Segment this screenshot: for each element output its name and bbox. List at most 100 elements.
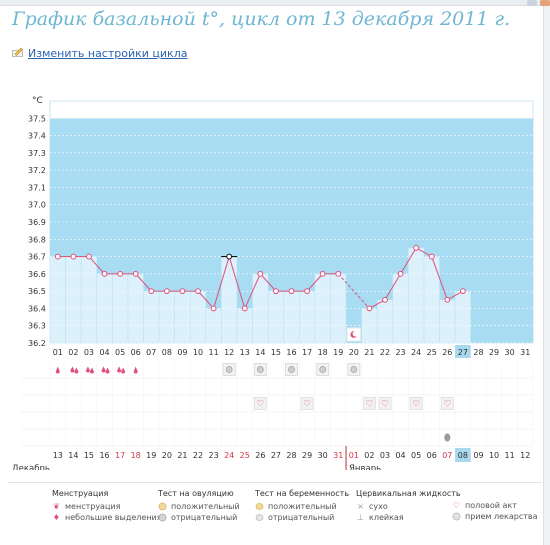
cycle-day-label: 17 bbox=[302, 348, 312, 357]
ovulation-negative-icon bbox=[350, 366, 358, 373]
y-tick-label: 37.0 bbox=[28, 201, 46, 210]
calendar-date-label: 10 bbox=[489, 451, 499, 460]
y-tick-label: 37.2 bbox=[28, 166, 46, 175]
cycle-day-label: 06 bbox=[131, 348, 141, 357]
heart-icon: ♡ bbox=[365, 400, 373, 410]
temperature-point bbox=[413, 245, 420, 251]
temperature-bar bbox=[189, 290, 207, 344]
temperature-bar bbox=[221, 256, 238, 344]
legend-row: положительный bbox=[255, 501, 349, 512]
calendar-date-label: 07 bbox=[442, 451, 452, 460]
temperature-line-segment bbox=[228, 256, 246, 309]
calendar-date-label: 31 bbox=[333, 451, 343, 460]
legend-row: ⊥ клейкая bbox=[356, 512, 461, 523]
legend-label: небольшие выделения bbox=[65, 513, 162, 522]
legend-pregnancy-test: Тест на беременность положительный отриц… bbox=[255, 489, 349, 523]
heart-icon: ♡ bbox=[381, 400, 389, 410]
cycle-day-label: 22 bbox=[380, 348, 390, 357]
temperature-point bbox=[54, 253, 61, 260]
intercourse-cell bbox=[409, 397, 423, 410]
temperature-point bbox=[241, 305, 248, 312]
temperature-point bbox=[459, 288, 466, 295]
y-tick-label: 37.5 bbox=[28, 114, 46, 123]
intercourse-cell bbox=[300, 397, 314, 410]
basal-temperature-chart: 37.5 37.4 37.3 37.2 37.1 37.0 36.9 36.8 36.7 36.6… bbox=[12, 96, 534, 470]
calendar-date-label: 11 bbox=[505, 451, 515, 460]
calendar-date-label: 29 bbox=[302, 451, 312, 460]
y-tick-label: 36.2 bbox=[28, 339, 46, 348]
temperature-bar bbox=[65, 256, 82, 344]
cycle-day-label: 23 bbox=[395, 348, 405, 357]
temperature-line-segment bbox=[400, 247, 417, 275]
legend-row: × сухо bbox=[356, 501, 461, 512]
cycle-day-label: 12 bbox=[224, 348, 234, 357]
legend-menstruation: Менструация ❦ менструация ♦ небольшие вы… bbox=[52, 489, 162, 523]
temperature-bar bbox=[80, 256, 97, 344]
calendar-date-label: 22 bbox=[193, 451, 203, 460]
legend-row: отрицательный bbox=[255, 512, 349, 523]
cycle-day-label: 01 bbox=[53, 348, 63, 357]
temperature-point bbox=[319, 270, 326, 277]
cycle-day-label: 07 bbox=[146, 348, 156, 357]
page-scrollbar[interactable] bbox=[543, 6, 550, 545]
calendar-date-label: 01 bbox=[349, 451, 359, 460]
cycle-day-label: 27 bbox=[458, 348, 468, 357]
heart-icon: ♡ bbox=[452, 501, 461, 510]
ovulation-negative-icon bbox=[319, 366, 327, 373]
calendar-date-label: 14 bbox=[68, 451, 78, 460]
cycle-day-label: 10 bbox=[193, 348, 203, 357]
cycle-day-label: 26 bbox=[442, 348, 452, 357]
y-tick-label: 36.9 bbox=[28, 218, 46, 227]
edit-cycle-settings-link[interactable]: Изменить настройки цикла bbox=[28, 47, 188, 60]
calendar-date-label: 15 bbox=[84, 451, 94, 460]
heart-icon: ♡ bbox=[443, 400, 451, 410]
calendar-date-highlight bbox=[455, 448, 471, 462]
browser-top-strip bbox=[0, 0, 550, 6]
calendar-date-label: 28 bbox=[286, 451, 296, 460]
heart-icon: ♡ bbox=[303, 400, 311, 410]
temperature-line-segment bbox=[259, 273, 277, 292]
cycle-day-label: 08 bbox=[162, 348, 172, 357]
cycle-day-label: 16 bbox=[286, 348, 296, 357]
calendar-date-label: 30 bbox=[318, 451, 328, 460]
calendar-date-label: 26 bbox=[255, 451, 265, 460]
cycle-day-label: 24 bbox=[411, 348, 421, 357]
calendar-date-label: 25 bbox=[240, 451, 250, 460]
calendar-date-label: 20 bbox=[162, 451, 172, 460]
temperature-point bbox=[304, 288, 310, 295]
close-icon[interactable] bbox=[540, 0, 550, 6]
y-tick-label: 37.4 bbox=[28, 132, 46, 141]
legend-label: положительный bbox=[268, 502, 337, 511]
spotting-drop-icon bbox=[55, 366, 60, 374]
moon-icon-cut bbox=[352, 331, 359, 337]
ovulation-negative-icon bbox=[158, 513, 167, 522]
menstruation-drop-icon bbox=[105, 367, 110, 374]
calendar-date-label: 17 bbox=[115, 451, 125, 460]
cycle-day-label: 02 bbox=[68, 348, 78, 357]
y-tick-label: 36.5 bbox=[28, 287, 46, 296]
cycle-day-label: 04 bbox=[99, 348, 109, 357]
temperature-bar bbox=[299, 290, 316, 344]
temperature-line-segment bbox=[337, 273, 370, 309]
cycle-day-label: 03 bbox=[84, 348, 94, 357]
temperature-point bbox=[86, 253, 92, 260]
calendar-date-label: 23 bbox=[209, 451, 219, 460]
legend-ovulation-test: Тест на овуляцию положительный отрицател… bbox=[158, 489, 240, 523]
ovulation-negative-icon bbox=[256, 366, 264, 373]
temperature-line-segment bbox=[384, 273, 401, 301]
y-tick-label: 37.1 bbox=[28, 183, 46, 192]
temperature-point bbox=[70, 253, 77, 260]
temperature-line-segment bbox=[306, 273, 324, 292]
temperature-bar bbox=[376, 299, 394, 344]
cycle-day-label: 25 bbox=[427, 348, 437, 357]
cycle-day-highlight bbox=[455, 345, 471, 358]
temperature-line-segment bbox=[244, 273, 261, 309]
temperature-point bbox=[132, 270, 139, 277]
temperature-line-segment bbox=[447, 290, 464, 301]
settings-row[interactable]: Изменить настройки цикла bbox=[12, 47, 187, 60]
minimize-icon[interactable] bbox=[527, 0, 537, 6]
ovulation-negative-icon bbox=[288, 366, 295, 373]
month-label-jan: Январь bbox=[349, 464, 381, 470]
calendar-date-label: 13 bbox=[53, 451, 63, 460]
calendar-date-label: 06 bbox=[427, 451, 437, 460]
